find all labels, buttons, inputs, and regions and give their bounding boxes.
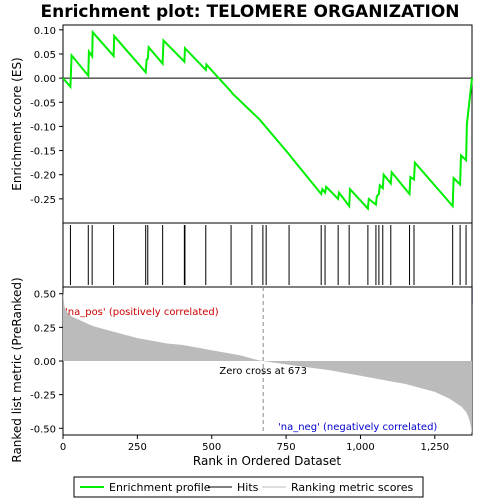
- x-tick-label: 500: [202, 442, 221, 453]
- x-tick-label: 1,250: [420, 442, 449, 453]
- es-y-tick-label: -0.10: [30, 122, 56, 133]
- chart-title: Enrichment plot: TELOMERE ORGANIZATION: [40, 2, 459, 22]
- hits-area: [62, 222, 473, 288]
- es-axis-label: Enrichment score (ES): [10, 57, 24, 190]
- es-y-tick-label: -0.15: [30, 147, 56, 158]
- ranking-metric-area: [63, 291, 472, 434]
- x-tick-label: 0: [60, 442, 66, 453]
- es-y-tick-label: 0.00: [34, 74, 56, 85]
- x-tick-label: 1,000: [346, 442, 375, 453]
- legend: Enrichment profile Hits Ranking metric sco…: [73, 476, 424, 498]
- positive-label: 'na_pos' (positively correlated): [65, 307, 219, 318]
- metric-y-tick-label: 0.25: [34, 323, 56, 334]
- es-y-tick-label: -0.20: [30, 171, 56, 182]
- hits-panel: [62, 222, 473, 288]
- ranked-metric-panel: 0.50 0.25 0.00 -0.25 -0.50 0 250 500 750 1,000 1,2…: [10, 277, 473, 468]
- metric-axis-label: Ranked list metric (PreRanked): [10, 277, 24, 462]
- zero-cross-label: Zero cross at 673: [219, 366, 307, 377]
- legend-label: Hits: [237, 481, 259, 494]
- legend-label: Enrichment profile: [109, 481, 211, 494]
- metric-y-tick-label: 0.00: [34, 357, 56, 368]
- x-tick-label: 750: [277, 442, 296, 453]
- es-y-tick-label: 0.10: [34, 26, 56, 37]
- es-y-tick-label: -0.25: [30, 195, 56, 206]
- negative-label: 'na_neg' (negatively correlated): [278, 422, 437, 433]
- x-axis-label: Rank in Ordered Dataset: [193, 454, 341, 468]
- enrichment-panel: 0.10 0.05 0.00 -0.05 -0.10 -0.15 -0.20 -0.25 En…: [10, 24, 473, 224]
- metric-y-tick-label: 0.50: [34, 290, 56, 301]
- enrichment-profile-line: [62, 29, 473, 211]
- x-tick-label: 250: [128, 442, 147, 453]
- es-y-tick-label: 0.05: [34, 50, 56, 61]
- metric-y-tick-label: -0.25: [30, 391, 56, 402]
- metric-y-tick-label: -0.50: [30, 424, 56, 435]
- legend-label: Ranking metric scores: [291, 481, 413, 494]
- legend-box: [73, 476, 424, 498]
- es-y-tick-label: -0.05: [30, 98, 56, 109]
- enrichment-plot-area: [62, 24, 473, 224]
